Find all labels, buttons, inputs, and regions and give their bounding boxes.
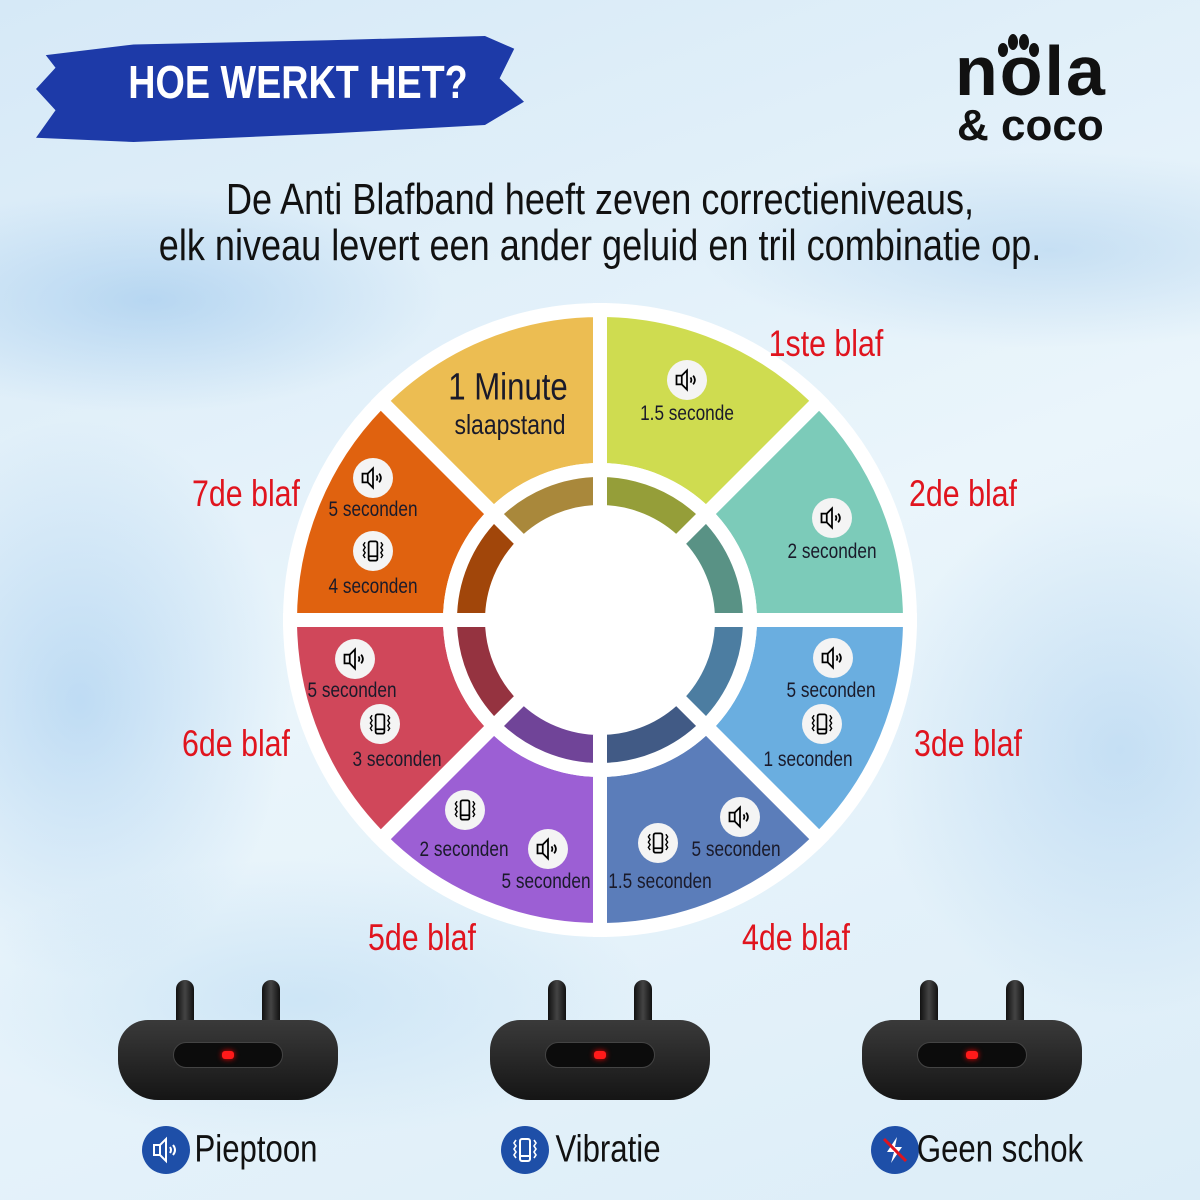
level-6-label: 6de blaf [182, 723, 290, 764]
collar-device-image [118, 980, 338, 1100]
level-6-text-1: 5 seconden [307, 679, 397, 702]
sleep-title: 1 Minute [448, 366, 568, 409]
level-3-label: 3de blaf [914, 723, 1022, 764]
collar-device-image [490, 980, 710, 1100]
legend-vibratie: Vibratie [555, 1128, 661, 1171]
subtitle-line-2: elk niveau levert een ander geluid en tr… [158, 221, 1042, 270]
level-4-label: 4de blaf [742, 917, 850, 958]
paw-icon [998, 34, 1039, 57]
page-title: HOE WERKT HET? [128, 56, 468, 108]
level-5-label: 5de blaf [368, 917, 476, 958]
segment-level-2 [666, 390, 918, 627]
subtitle-line-1: De Anti Blafband heeft zeven correctieni… [225, 175, 975, 224]
level-3-text-1: 5 seconden [786, 679, 876, 702]
vibration-icon [353, 531, 393, 571]
vibration-icon [638, 823, 678, 863]
speaker-icon [335, 639, 375, 679]
level-1-text-1: 1.5 seconde [640, 402, 734, 425]
level-5-text-1: 2 seconden [419, 838, 509, 861]
level-2-label: 2de blaf [909, 473, 1017, 514]
vibration-icon [802, 704, 842, 744]
legend-geen-schok: Geen schok [916, 1128, 1084, 1171]
level-2-text-1: 2 seconden [787, 540, 877, 563]
level-5-text-2: 5 seconden [501, 870, 591, 893]
legend-pieptoon: Pieptoon [194, 1128, 318, 1171]
speaker-icon [720, 797, 760, 837]
level-6-text-2: 3 seconden [352, 748, 442, 771]
level-1-label: 1ste blaf [768, 323, 884, 364]
speaker-icon [812, 498, 852, 538]
speaker-icon [813, 638, 853, 678]
vibration-icon [445, 790, 485, 830]
speaker-icon [353, 458, 393, 498]
logo-line-2: & coco [957, 101, 1104, 150]
no-shock-icon [871, 1126, 919, 1174]
speaker-icon [667, 360, 707, 400]
vibration-icon [501, 1126, 549, 1174]
brand-logo: nola & coco [955, 34, 1150, 150]
speaker-icon [528, 829, 568, 869]
segment-sleep [370, 302, 607, 554]
speaker-icon [142, 1126, 190, 1174]
level-7-text-2: 4 seconden [328, 575, 418, 598]
sleep-subtitle: slaapstand [454, 409, 566, 440]
vibration-icon [360, 704, 400, 744]
collar-device-image [862, 980, 1082, 1100]
wheel-center [492, 512, 708, 728]
segment-level-7 [282, 390, 534, 627]
level-4-text-1: 5 seconden [691, 838, 781, 861]
level-7-label: 7de blaf [192, 473, 300, 514]
level-4-text-2: 1.5 seconden [608, 870, 712, 893]
segment-level-4 [593, 686, 830, 938]
level-7-text-1: 5 seconden [328, 498, 418, 521]
level-3-text-2: 1 seconden [763, 748, 853, 771]
title-banner [36, 36, 524, 142]
